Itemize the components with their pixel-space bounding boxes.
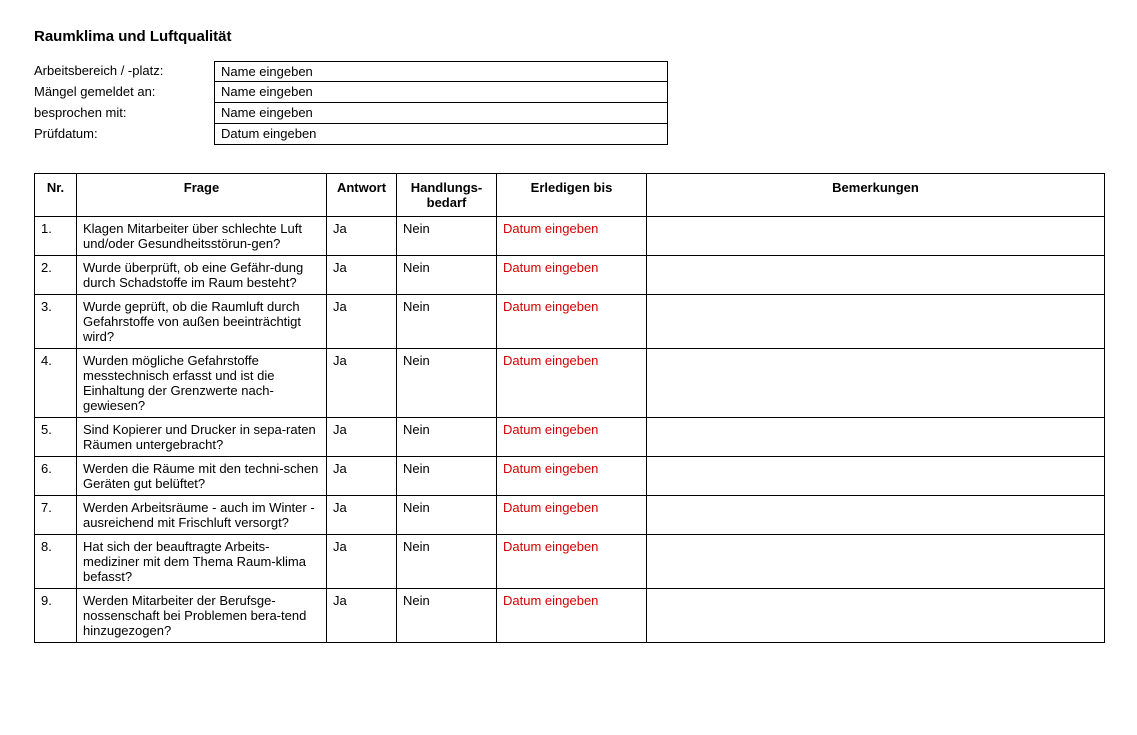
table-row: 3.Wurde geprüft, ob die Raumluft durch G…	[35, 295, 1105, 349]
cell-erledigen-bis[interactable]: Datum eingeben	[497, 295, 647, 349]
cell-bemerkungen[interactable]	[647, 496, 1105, 535]
table-row: 2.Wurde überprüft, ob eine Gefähr-dung d…	[35, 256, 1105, 295]
table-row: 8.Hat sich der beauftragte Arbeits-mediz…	[35, 535, 1105, 589]
checklist-table: Nr. Frage Antwort Handlungs- bedarf Erle…	[34, 173, 1105, 643]
cell-handlungsbedarf[interactable]: Nein	[397, 295, 497, 349]
cell-frage: Werden Mitarbeiter der Berufsge-nossensc…	[77, 589, 327, 643]
cell-frage: Sind Kopierer und Drucker in sepa-raten …	[77, 418, 327, 457]
cell-antwort[interactable]: Ja	[327, 256, 397, 295]
cell-erledigen-bis[interactable]: Datum eingeben	[497, 418, 647, 457]
meta-row: Prüfdatum: Datum eingeben	[34, 124, 1103, 145]
cell-handlungsbedarf[interactable]: Nein	[397, 535, 497, 589]
meta-block: Arbeitsbereich / -platz: Name eingeben M…	[34, 61, 1103, 145]
cell-erledigen-bis[interactable]: Datum eingeben	[497, 256, 647, 295]
table-row: 1.Klagen Mitarbeiter über schlechte Luft…	[35, 217, 1105, 256]
cell-bemerkungen[interactable]	[647, 217, 1105, 256]
meta-label-besprochen: besprochen mit:	[34, 103, 214, 124]
cell-frage: Werden die Räume mit den techni-schen Ge…	[77, 457, 327, 496]
cell-antwort[interactable]: Ja	[327, 589, 397, 643]
meta-row: Mängel gemeldet an: Name eingeben	[34, 82, 1103, 103]
cell-erledigen-bis[interactable]: Datum eingeben	[497, 496, 647, 535]
cell-handlungsbedarf[interactable]: Nein	[397, 418, 497, 457]
cell-handlungsbedarf[interactable]: Nein	[397, 256, 497, 295]
cell-antwort[interactable]: Ja	[327, 349, 397, 418]
cell-frage: Wurden mögliche Gefahrstoffe messtechnis…	[77, 349, 327, 418]
cell-antwort[interactable]: Ja	[327, 457, 397, 496]
cell-erledigen-bis[interactable]: Datum eingeben	[497, 457, 647, 496]
table-header-row: Nr. Frage Antwort Handlungs- bedarf Erle…	[35, 174, 1105, 217]
cell-handlungsbedarf[interactable]: Nein	[397, 349, 497, 418]
cell-bemerkungen[interactable]	[647, 256, 1105, 295]
col-header-frage: Frage	[77, 174, 327, 217]
meta-row: Arbeitsbereich / -platz: Name eingeben	[34, 61, 1103, 82]
cell-bemerkungen[interactable]	[647, 295, 1105, 349]
meta-field-maengel[interactable]: Name eingeben	[214, 81, 668, 103]
cell-erledigen-bis[interactable]: Datum eingeben	[497, 535, 647, 589]
cell-antwort[interactable]: Ja	[327, 535, 397, 589]
cell-handlungsbedarf[interactable]: Nein	[397, 457, 497, 496]
cell-handlungsbedarf[interactable]: Nein	[397, 217, 497, 256]
cell-erledigen-bis[interactable]: Datum eingeben	[497, 589, 647, 643]
cell-bemerkungen[interactable]	[647, 535, 1105, 589]
meta-label-maengel: Mängel gemeldet an:	[34, 82, 214, 103]
col-header-antwort: Antwort	[327, 174, 397, 217]
cell-bemerkungen[interactable]	[647, 589, 1105, 643]
table-row: 7.Werden Arbeitsräume - auch im Winter -…	[35, 496, 1105, 535]
meta-row: besprochen mit: Name eingeben	[34, 103, 1103, 124]
cell-bemerkungen[interactable]	[647, 457, 1105, 496]
cell-handlungsbedarf[interactable]: Nein	[397, 496, 497, 535]
cell-frage: Hat sich der beauftragte Arbeits-medizin…	[77, 535, 327, 589]
cell-bemerkungen[interactable]	[647, 418, 1105, 457]
cell-nr: 5.	[35, 418, 77, 457]
cell-erledigen-bis[interactable]: Datum eingeben	[497, 217, 647, 256]
cell-nr: 7.	[35, 496, 77, 535]
cell-antwort[interactable]: Ja	[327, 418, 397, 457]
col-header-bemerkungen: Bemerkungen	[647, 174, 1105, 217]
cell-nr: 1.	[35, 217, 77, 256]
cell-frage: Klagen Mitarbeiter über schlechte Luft u…	[77, 217, 327, 256]
col-header-nr: Nr.	[35, 174, 77, 217]
meta-label-pruefdatum: Prüfdatum:	[34, 124, 214, 145]
cell-nr: 9.	[35, 589, 77, 643]
cell-antwort[interactable]: Ja	[327, 295, 397, 349]
table-row: 5.Sind Kopierer und Drucker in sepa-rate…	[35, 418, 1105, 457]
meta-field-pruefdatum[interactable]: Datum eingeben	[214, 123, 668, 145]
table-row: 4.Wurden mögliche Gefahrstoffe messtechn…	[35, 349, 1105, 418]
cell-handlungsbedarf[interactable]: Nein	[397, 589, 497, 643]
table-body: 1.Klagen Mitarbeiter über schlechte Luft…	[35, 217, 1105, 643]
col-header-erledigen: Erledigen bis	[497, 174, 647, 217]
col-header-handlung: Handlungs- bedarf	[397, 174, 497, 217]
cell-nr: 6.	[35, 457, 77, 496]
cell-antwort[interactable]: Ja	[327, 496, 397, 535]
cell-nr: 2.	[35, 256, 77, 295]
meta-field-besprochen[interactable]: Name eingeben	[214, 102, 668, 124]
meta-label-arbeitsbereich: Arbeitsbereich / -platz:	[34, 61, 214, 82]
cell-erledigen-bis[interactable]: Datum eingeben	[497, 349, 647, 418]
table-row: 6.Werden die Räume mit den techni-schen …	[35, 457, 1105, 496]
meta-field-arbeitsbereich[interactable]: Name eingeben	[214, 61, 668, 82]
cell-frage: Werden Arbeitsräume - auch im Winter - a…	[77, 496, 327, 535]
cell-bemerkungen[interactable]	[647, 349, 1105, 418]
cell-nr: 8.	[35, 535, 77, 589]
table-row: 9.Werden Mitarbeiter der Berufsge-nossen…	[35, 589, 1105, 643]
cell-antwort[interactable]: Ja	[327, 217, 397, 256]
cell-frage: Wurde geprüft, ob die Raumluft durch Gef…	[77, 295, 327, 349]
cell-nr: 3.	[35, 295, 77, 349]
cell-nr: 4.	[35, 349, 77, 418]
cell-frage: Wurde überprüft, ob eine Gefähr-dung dur…	[77, 256, 327, 295]
page-title: Raumklima und Luftqualität	[34, 28, 1103, 45]
